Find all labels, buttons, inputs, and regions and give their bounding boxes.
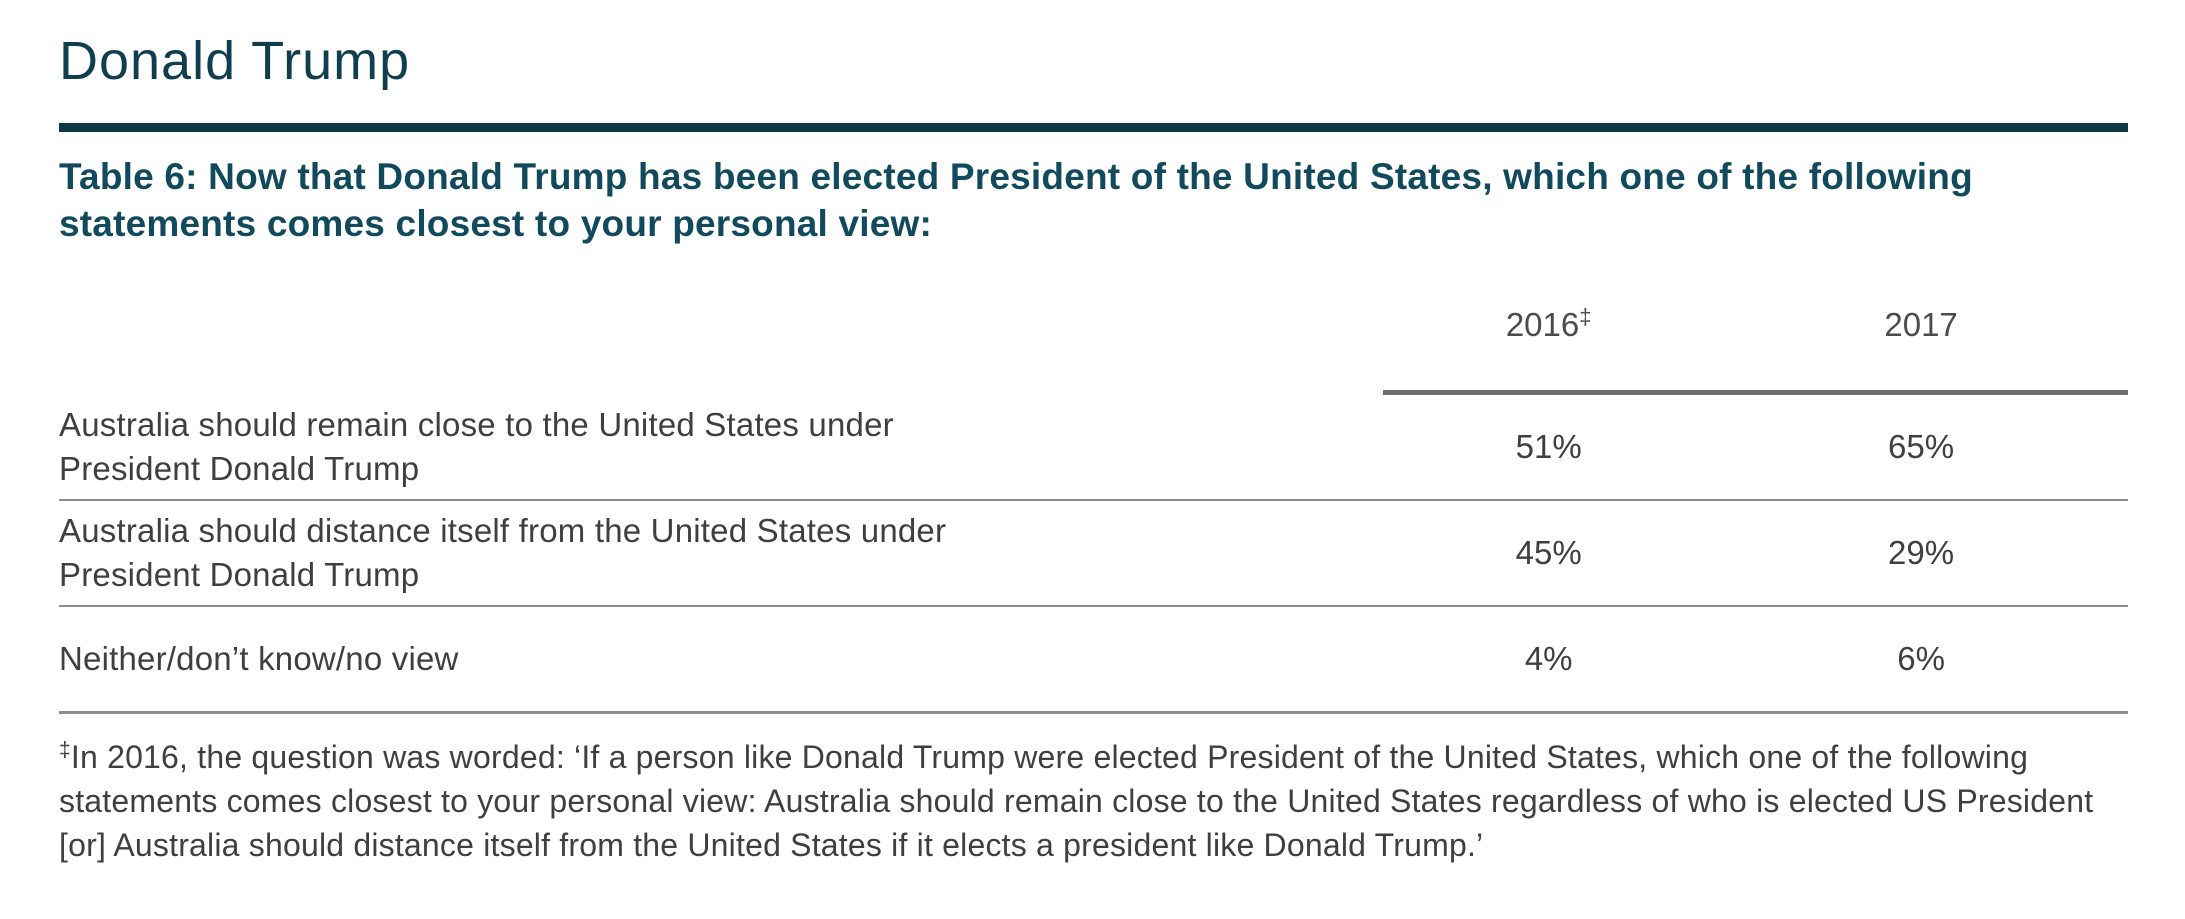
value-2016: 4%	[1524, 640, 1573, 677]
value-2017: 6%	[1897, 640, 1945, 677]
column-header-2017: 2017	[1714, 305, 2128, 395]
row-label-line: Australia should remain close to the Uni…	[59, 406, 894, 443]
title-rule-divider	[59, 123, 2128, 132]
column-header-2016-label: 2016	[1505, 306, 1580, 343]
footnote-text: In 2016, the question was worded: ‘If a …	[59, 739, 2094, 863]
footnote-marker: ‡	[59, 738, 71, 762]
table-row: Neither/don’t know/no view 4% 6%	[59, 607, 2128, 714]
value-2017: 65%	[1888, 428, 1955, 465]
table-header-row: 2016‡ 2017	[59, 305, 2128, 395]
column-header-2016: 2016‡	[1383, 304, 1715, 395]
footnote: ‡In 2016, the question was worded: ‘If a…	[59, 714, 2128, 867]
header-label-spacer	[59, 305, 1383, 395]
table-row: Australia should distance itself from th…	[59, 501, 2128, 607]
row-label-line: Australia should distance itself from th…	[59, 512, 947, 549]
row-label: Neither/don’t know/no view	[59, 637, 1383, 681]
table-caption: Table 6: Now that Donald Trump has been …	[59, 156, 1973, 244]
row-label-line: Neither/don’t know/no view	[59, 640, 459, 677]
footnote-marker-superscript: ‡	[1579, 304, 1592, 329]
value-2017: 29%	[1888, 534, 1955, 571]
results-table: 2016‡ 2017 Australia should remain close…	[59, 305, 2128, 714]
row-label: Australia should remain close to the Uni…	[59, 403, 1383, 491]
table-row: Australia should remain close to the Uni…	[59, 395, 2128, 501]
row-label-line: President Donald Trump	[59, 450, 420, 487]
row-label-line: President Donald Trump	[59, 556, 420, 593]
value-2016: 45%	[1515, 534, 1582, 571]
column-header-2017-label: 2017	[1884, 306, 1958, 343]
row-label: Australia should distance itself from th…	[59, 509, 1383, 597]
page-title: Donald Trump	[59, 31, 411, 91]
value-2016: 51%	[1515, 428, 1582, 465]
